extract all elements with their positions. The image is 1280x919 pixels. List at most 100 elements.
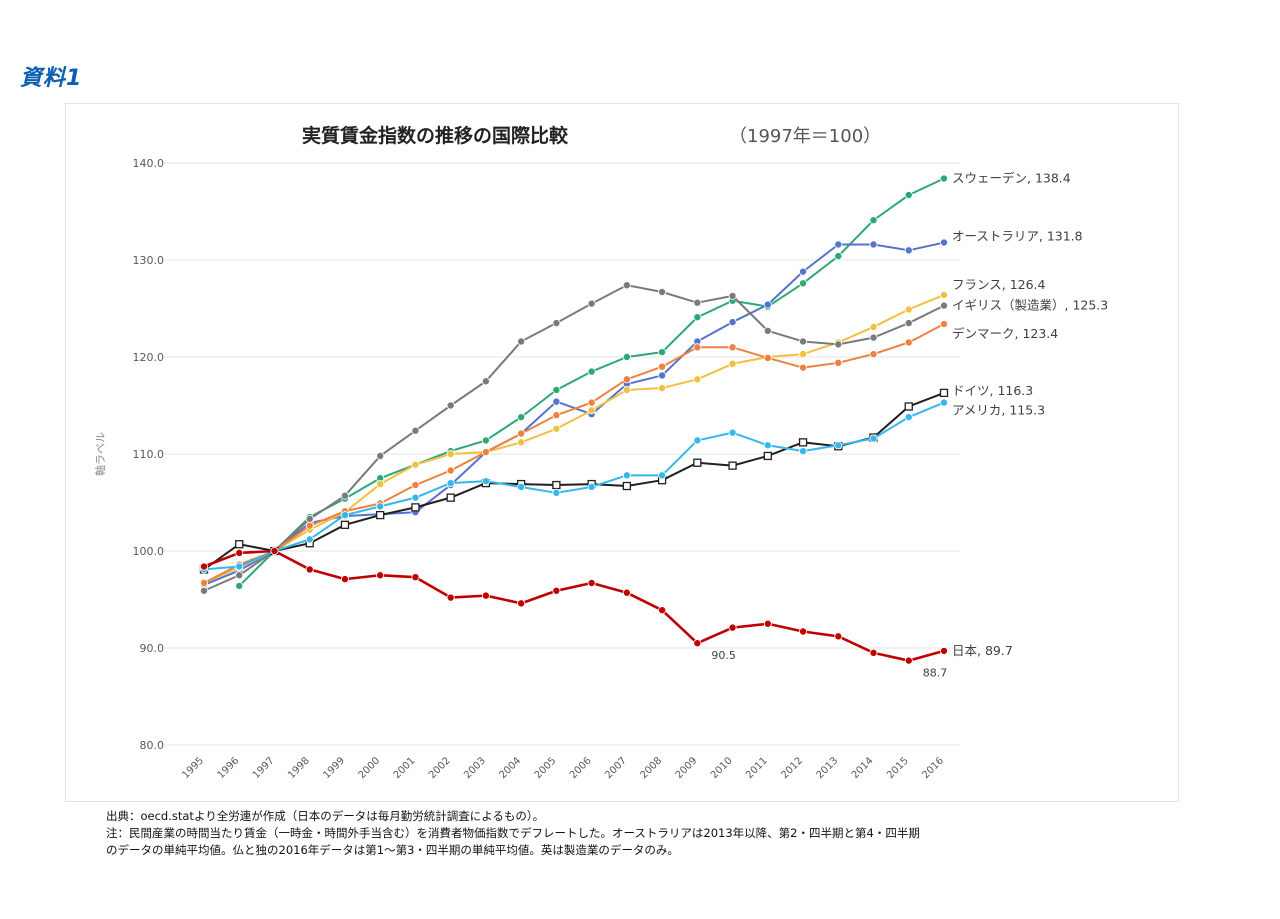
data-point bbox=[446, 449, 455, 458]
data-point bbox=[235, 562, 244, 571]
data-point bbox=[658, 288, 667, 297]
data-point bbox=[869, 333, 878, 342]
data-point bbox=[693, 298, 702, 307]
data-point bbox=[940, 290, 949, 299]
data-point bbox=[728, 291, 737, 300]
series-line bbox=[203, 391, 945, 571]
data-point bbox=[552, 385, 561, 394]
data-point bbox=[340, 491, 349, 500]
data-point bbox=[481, 477, 490, 486]
document-label: 資料1 bbox=[20, 66, 83, 91]
data-point bbox=[376, 502, 385, 511]
x-tick-label: 2002 bbox=[427, 755, 453, 781]
data-point bbox=[904, 191, 913, 200]
data-point bbox=[446, 401, 455, 410]
chart-title-suffix: （1997年＝100） bbox=[729, 126, 881, 147]
x-tick-label: 2007 bbox=[603, 755, 629, 781]
data-point bbox=[763, 353, 772, 362]
data-point bbox=[587, 579, 596, 588]
y-axis-label: 軸ラベル bbox=[93, 432, 107, 476]
x-tick-label: 1995 bbox=[180, 755, 206, 781]
data-point bbox=[940, 174, 949, 183]
data-point bbox=[728, 461, 737, 470]
data-point bbox=[834, 358, 843, 367]
x-tick-label: 2000 bbox=[357, 755, 383, 781]
data-point bbox=[411, 503, 420, 512]
data-point bbox=[728, 318, 737, 327]
data-point bbox=[446, 466, 455, 475]
x-tick-label: 2006 bbox=[568, 755, 594, 781]
data-point bbox=[834, 340, 843, 349]
data-point bbox=[940, 398, 949, 407]
x-tick-label: 2012 bbox=[779, 755, 805, 781]
x-tick-label: 2003 bbox=[462, 755, 488, 781]
data-point bbox=[940, 320, 949, 329]
data-point bbox=[270, 546, 279, 555]
x-tick-label: 2005 bbox=[533, 755, 559, 781]
data-point bbox=[622, 375, 631, 384]
series-end-label: フランス, 126.4 bbox=[952, 277, 1046, 292]
data-point bbox=[728, 623, 737, 632]
data-point bbox=[517, 413, 526, 422]
data-point bbox=[446, 479, 455, 488]
data-point bbox=[376, 510, 385, 520]
data-point bbox=[763, 326, 772, 335]
series-line bbox=[203, 293, 945, 584]
data-point bbox=[834, 632, 843, 641]
data-point bbox=[552, 397, 561, 406]
data-point bbox=[869, 240, 878, 249]
x-tick-label: 2010 bbox=[709, 755, 735, 781]
source-note: 出典：oecd.statより全労連が作成（日本のデータは毎月勤労統計調査によるも… bbox=[106, 809, 545, 823]
series-line bbox=[203, 284, 945, 592]
data-point bbox=[799, 350, 808, 359]
series-line bbox=[203, 323, 945, 584]
data-point bbox=[834, 441, 843, 450]
series-line bbox=[203, 241, 945, 586]
data-point bbox=[199, 586, 208, 595]
data-point bbox=[376, 451, 385, 460]
data-point bbox=[622, 352, 631, 361]
x-tick-label: 2009 bbox=[674, 755, 700, 781]
data-point bbox=[411, 426, 420, 435]
data-point bbox=[517, 599, 526, 608]
y-tick-label: 120.0 bbox=[133, 351, 165, 364]
data-point bbox=[587, 406, 596, 415]
data-point bbox=[904, 305, 913, 314]
data-point bbox=[869, 434, 878, 443]
y-tick-label: 100.0 bbox=[133, 545, 165, 558]
data-point bbox=[305, 514, 314, 523]
data-point bbox=[869, 322, 878, 331]
data-point bbox=[411, 573, 420, 582]
series-end-label: ドイツ, 116.3 bbox=[952, 383, 1033, 398]
data-point bbox=[340, 520, 350, 529]
y-tick-label: 110.0 bbox=[133, 448, 165, 461]
data-point bbox=[940, 646, 949, 655]
data-point bbox=[728, 343, 737, 352]
data-point bbox=[658, 384, 667, 393]
note-line-2: のデータの単純平均値。仏と独の2016年データは第1〜第3・四半期の単純平均値。… bbox=[106, 843, 679, 857]
data-point bbox=[799, 267, 808, 276]
y-tick-label: 90.0 bbox=[140, 642, 165, 655]
x-tick-label: 2001 bbox=[392, 755, 418, 781]
data-point bbox=[552, 586, 561, 595]
data-point bbox=[481, 448, 490, 457]
x-tick-label: 2016 bbox=[920, 755, 946, 781]
data-point bbox=[340, 511, 349, 520]
data-point bbox=[834, 252, 843, 261]
series-end-label: スウェーデン, 138.4 bbox=[952, 171, 1071, 186]
x-tick-label: 2011 bbox=[744, 755, 770, 781]
data-point bbox=[763, 441, 772, 450]
data-point bbox=[693, 436, 702, 445]
data-point bbox=[587, 367, 596, 376]
series-line bbox=[203, 401, 945, 571]
series-end-label: デンマーク, 123.4 bbox=[952, 326, 1058, 341]
data-point bbox=[904, 656, 913, 665]
x-tick-label: 1997 bbox=[251, 755, 277, 781]
data-point bbox=[693, 375, 702, 384]
data-point bbox=[658, 362, 667, 371]
data-point bbox=[481, 591, 490, 600]
data-point bbox=[481, 377, 490, 386]
data-point bbox=[376, 571, 385, 580]
data-point bbox=[305, 535, 314, 544]
data-point bbox=[693, 313, 702, 322]
